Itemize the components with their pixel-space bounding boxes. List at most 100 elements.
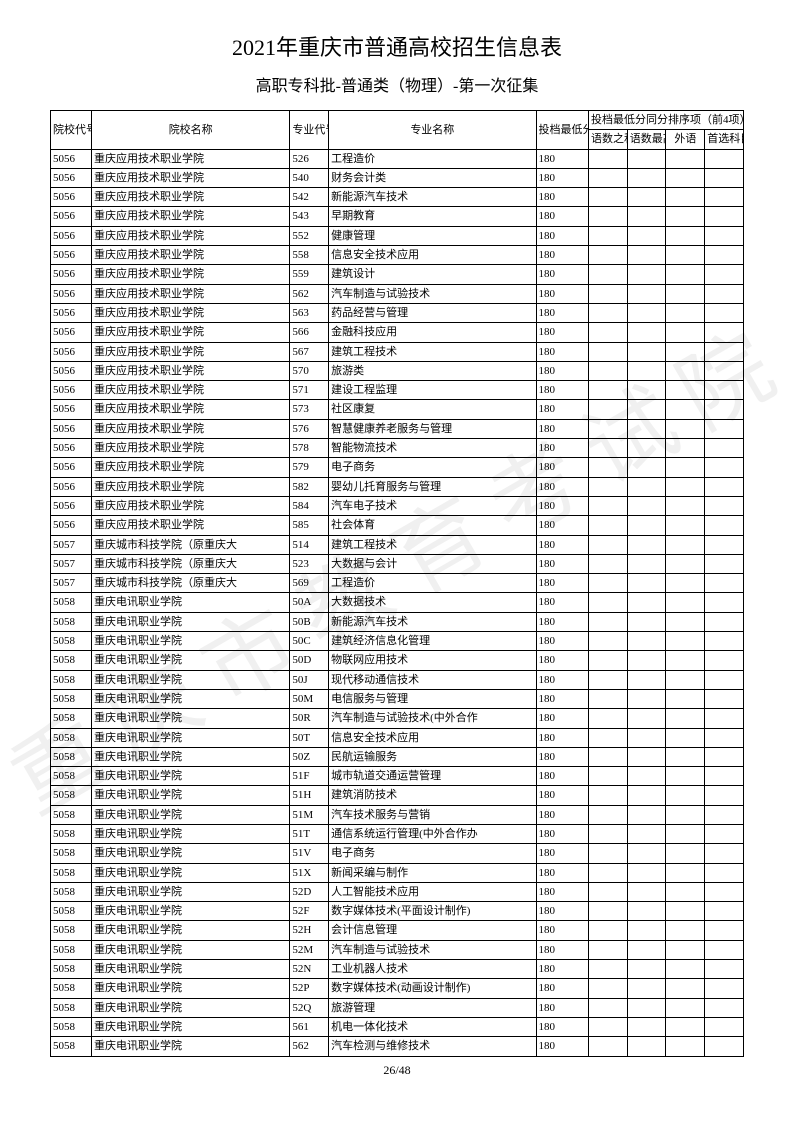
major-name-cell: 电信服务与管理: [329, 689, 536, 708]
major-code-cell: 562: [290, 1037, 329, 1056]
min-score-cell: 180: [536, 361, 588, 380]
major-name-cell: 汽车技术服务与营销: [329, 805, 536, 824]
min-score-cell: 180: [536, 689, 588, 708]
sub3-cell: [666, 188, 705, 207]
sub2-cell: [627, 1017, 666, 1036]
school-name-cell: 重庆电讯职业学院: [92, 902, 290, 921]
school-name-cell: 重庆电讯职业学院: [92, 882, 290, 901]
major-name-cell: 新能源汽车技术: [329, 188, 536, 207]
sub3-cell: [666, 1017, 705, 1036]
sub3-cell: [666, 979, 705, 998]
min-score-cell: 180: [536, 882, 588, 901]
major-code-cell: 52Q: [290, 998, 329, 1017]
major-code-cell: 51M: [290, 805, 329, 824]
sub4-cell: [705, 303, 744, 322]
min-score-cell: 180: [536, 477, 588, 496]
school-code-cell: 5056: [51, 400, 92, 419]
major-name-cell: 建设工程监理: [329, 381, 536, 400]
header-tiebreak-group: 投档最低分同分排序项（前4项）: [588, 111, 743, 130]
sub1-cell: [588, 1037, 627, 1056]
major-name-cell: 城市轨道交通运营管理: [329, 767, 536, 786]
table-row: 5058重庆电讯职业学院52M汽车制造与试验技术180: [51, 940, 744, 959]
school-code-cell: 5057: [51, 574, 92, 593]
major-name-cell: 财务会计类: [329, 168, 536, 187]
table-row: 5056重庆应用技术职业学院570旅游类180: [51, 361, 744, 380]
school-name-cell: 重庆电讯职业学院: [92, 747, 290, 766]
major-code-cell: 51F: [290, 767, 329, 786]
sub4-cell: [705, 516, 744, 535]
sub1-cell: [588, 361, 627, 380]
school-name-cell: 重庆城市科技学院（原重庆大: [92, 535, 290, 554]
min-score-cell: 180: [536, 902, 588, 921]
table-row: 5058重庆电讯职业学院52N工业机器人技术180: [51, 960, 744, 979]
major-name-cell: 工程造价: [329, 574, 536, 593]
sub2-cell: [627, 651, 666, 670]
sub4-cell: [705, 168, 744, 187]
major-code-cell: 52D: [290, 882, 329, 901]
sub4-cell: [705, 844, 744, 863]
major-code-cell: 585: [290, 516, 329, 535]
sub4-cell: [705, 921, 744, 940]
sub2-cell: [627, 882, 666, 901]
sub4-cell: [705, 246, 744, 265]
school-name-cell: 重庆应用技术职业学院: [92, 342, 290, 361]
school-name-cell: 重庆电讯职业学院: [92, 844, 290, 863]
sub2-cell: [627, 226, 666, 245]
major-code-cell: 50Z: [290, 747, 329, 766]
sub1-cell: [588, 940, 627, 959]
major-name-cell: 电子商务: [329, 844, 536, 863]
sub1-cell: [588, 998, 627, 1017]
school-code-cell: 5058: [51, 1037, 92, 1056]
school-name-cell: 重庆电讯职业学院: [92, 670, 290, 689]
min-score-cell: 180: [536, 323, 588, 342]
sub1-cell: [588, 419, 627, 438]
table-row: 5056重庆应用技术职业学院562汽车制造与试验技术180: [51, 284, 744, 303]
table-row: 5058重庆电讯职业学院50Z民航运输服务180: [51, 747, 744, 766]
header-sub4: 首选科目: [705, 130, 744, 149]
table-row: 5056重庆应用技术职业学院526工程造价180: [51, 149, 744, 168]
school-code-cell: 5058: [51, 998, 92, 1017]
school-name-cell: 重庆电讯职业学院: [92, 651, 290, 670]
min-score-cell: 180: [536, 747, 588, 766]
table-row: 5056重庆应用技术职业学院584汽车电子技术180: [51, 496, 744, 515]
major-name-cell: 汽车电子技术: [329, 496, 536, 515]
school-code-cell: 5056: [51, 381, 92, 400]
school-name-cell: 重庆应用技术职业学院: [92, 458, 290, 477]
school-name-cell: 重庆应用技术职业学院: [92, 361, 290, 380]
min-score-cell: 180: [536, 651, 588, 670]
sub4-cell: [705, 593, 744, 612]
sub4-cell: [705, 863, 744, 882]
major-code-cell: 52F: [290, 902, 329, 921]
school-code-cell: 5056: [51, 477, 92, 496]
sub4-cell: [705, 670, 744, 689]
school-name-cell: 重庆城市科技学院（原重庆大: [92, 554, 290, 573]
sub2-cell: [627, 381, 666, 400]
table-row: 5058重庆电讯职业学院50C建筑经济信息化管理180: [51, 632, 744, 651]
sub1-cell: [588, 284, 627, 303]
major-name-cell: 人工智能技术应用: [329, 882, 536, 901]
school-code-cell: 5056: [51, 149, 92, 168]
table-row: 5056重庆应用技术职业学院573社区康复180: [51, 400, 744, 419]
table-row: 5058重庆电讯职业学院561机电一体化技术180: [51, 1017, 744, 1036]
major-code-cell: 50B: [290, 612, 329, 631]
table-row: 5058重庆电讯职业学院51V电子商务180: [51, 844, 744, 863]
admission-table: 院校代号 院校名称 专业代号 专业名称 投档最低分 投档最低分同分排序项（前4项…: [50, 110, 744, 1057]
table-row: 5058重庆电讯职业学院50T信息安全技术应用180: [51, 728, 744, 747]
sub4-cell: [705, 574, 744, 593]
min-score-cell: 180: [536, 168, 588, 187]
major-code-cell: 50T: [290, 728, 329, 747]
major-name-cell: 药品经营与管理: [329, 303, 536, 322]
sub4-cell: [705, 419, 744, 438]
table-row: 5058重庆电讯职业学院50M电信服务与管理180: [51, 689, 744, 708]
sub3-cell: [666, 342, 705, 361]
sub4-cell: [705, 651, 744, 670]
table-row: 5056重庆应用技术职业学院578智能物流技术180: [51, 439, 744, 458]
sub3-cell: [666, 439, 705, 458]
major-name-cell: 机电一体化技术: [329, 1017, 536, 1036]
table-row: 5058重庆电讯职业学院52P数字媒体技术(动画设计制作)180: [51, 979, 744, 998]
sub1-cell: [588, 149, 627, 168]
school-code-cell: 5058: [51, 670, 92, 689]
sub4-cell: [705, 786, 744, 805]
major-code-cell: 559: [290, 265, 329, 284]
table-row: 5058重庆电讯职业学院51H建筑消防技术180: [51, 786, 744, 805]
